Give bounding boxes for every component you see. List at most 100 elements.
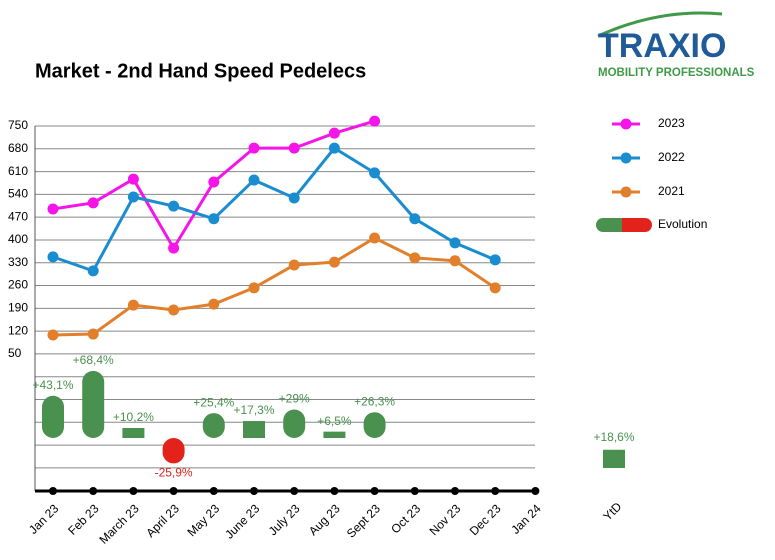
y-tick-label: 120 xyxy=(8,323,28,337)
series-dot xyxy=(168,200,180,212)
legend-label: 2021 xyxy=(658,184,685,198)
y-tick-label: 190 xyxy=(8,301,28,315)
x-tick-label: Feb 23 xyxy=(65,501,102,538)
x-tick-label: Dec 23 xyxy=(467,501,504,538)
x-tick-label: Sept 23 xyxy=(344,501,383,540)
logo: TRAXIO MOBILITY PROFESSIONALS xyxy=(597,11,755,79)
y-tick-label: 50 xyxy=(8,346,22,360)
x-tick-label: Jan 23 xyxy=(26,501,62,537)
x-tick-label: March 23 xyxy=(96,501,142,547)
evolution-label: +6,5% xyxy=(317,414,352,428)
series-dot xyxy=(489,254,501,266)
logo-tagline: MOBILITY PROFESSIONALS xyxy=(598,67,755,79)
logo-swoosh xyxy=(597,11,723,38)
evolution-bar xyxy=(603,449,625,468)
x-tick-label: Jan 24 xyxy=(508,501,544,537)
x-tick-dot xyxy=(250,487,258,495)
series-dot xyxy=(168,242,180,254)
y-tick-label: 260 xyxy=(8,278,28,292)
ytd-value-label: +18,6% xyxy=(593,430,634,444)
evolution-bar xyxy=(122,428,145,439)
series-dot xyxy=(87,197,99,209)
series-dot xyxy=(248,142,260,154)
series-dot xyxy=(328,127,340,139)
logo-name: TRAXIO xyxy=(598,27,726,65)
series-dot xyxy=(369,232,381,244)
x-tick-dot xyxy=(410,487,419,495)
evolution-bar xyxy=(323,431,346,439)
series-dot xyxy=(127,299,139,311)
x-tick-dot xyxy=(290,487,299,495)
x-tick-label: Nov 23 xyxy=(427,501,464,538)
evolution-bar xyxy=(162,438,185,464)
evolution-bar xyxy=(243,421,265,439)
y-tick-label: 400 xyxy=(8,232,28,246)
x-tick-dot xyxy=(89,487,98,495)
series-dot xyxy=(87,265,99,277)
series-dot xyxy=(489,282,501,294)
legend-swatch-mid xyxy=(622,218,630,232)
evolution-label: +43,1% xyxy=(32,378,73,392)
series-line xyxy=(52,146,496,273)
y-tick-label: 680 xyxy=(8,141,28,155)
legend-label: 2022 xyxy=(658,150,685,164)
series-dot xyxy=(328,142,340,154)
y-tick-label: 610 xyxy=(8,164,28,178)
series-dot xyxy=(248,282,260,294)
x-tick-dot xyxy=(451,487,459,495)
series-dot xyxy=(288,192,300,204)
evolution-bar xyxy=(82,370,105,439)
x-tick-dot xyxy=(209,487,218,495)
x-tick-dot xyxy=(370,487,379,495)
y-tick-label: 540 xyxy=(8,187,28,201)
x-tick-dot xyxy=(49,487,57,495)
evolution-label: +25,4% xyxy=(193,395,234,409)
y-tick-label: 750 xyxy=(8,118,28,132)
series-dot xyxy=(127,173,139,185)
evolution-bar xyxy=(363,412,386,439)
y-tick-label: 470 xyxy=(8,209,28,223)
x-tick-label: April 23 xyxy=(143,501,182,540)
series-dot xyxy=(288,259,300,271)
series-dot xyxy=(47,203,59,215)
evolution-label: +26,3% xyxy=(354,394,395,408)
y-tick-label: 330 xyxy=(8,255,28,269)
x-tick-label: Oct 23 xyxy=(388,501,423,536)
evolution-label: +29% xyxy=(279,392,310,406)
legend-dot xyxy=(620,152,632,164)
x-tick-dot xyxy=(491,487,500,495)
series-dot xyxy=(87,328,99,340)
series-dot xyxy=(449,255,461,267)
x-tick-label: July 23 xyxy=(266,501,303,538)
x-tick-label: May 23 xyxy=(184,501,222,539)
evolution-bar xyxy=(42,395,64,439)
evolution-bar xyxy=(283,409,306,439)
series-dot xyxy=(369,167,381,179)
evolution-label: -25,9% xyxy=(155,466,193,480)
series-dot xyxy=(47,251,59,263)
series-dot xyxy=(328,256,340,268)
series-dot xyxy=(127,191,139,203)
legend-dot xyxy=(620,118,632,130)
series-line xyxy=(52,236,497,337)
x-tick-dot xyxy=(169,487,178,495)
series-dot xyxy=(168,304,180,316)
evolution-label: +17,3% xyxy=(233,403,274,417)
x-tick-label: June 23 xyxy=(222,501,262,541)
legend-label: Evolution xyxy=(658,217,707,231)
series-dot xyxy=(47,329,59,341)
evolution-label: +68,4% xyxy=(73,353,114,367)
series-dot xyxy=(208,298,220,310)
series-dot xyxy=(449,237,461,249)
series-dot xyxy=(369,115,381,127)
series-dot xyxy=(208,213,220,225)
series-dot xyxy=(248,174,260,186)
legend-label: 2023 xyxy=(658,116,685,130)
x-tick-dot xyxy=(330,487,339,495)
evolution-label: +10,2% xyxy=(113,410,154,424)
x-tick-dot xyxy=(531,487,540,495)
evolution-bar xyxy=(202,413,225,439)
legend-dot xyxy=(620,186,632,198)
ytd-label: YtD xyxy=(600,499,624,523)
series-dot xyxy=(288,142,300,154)
